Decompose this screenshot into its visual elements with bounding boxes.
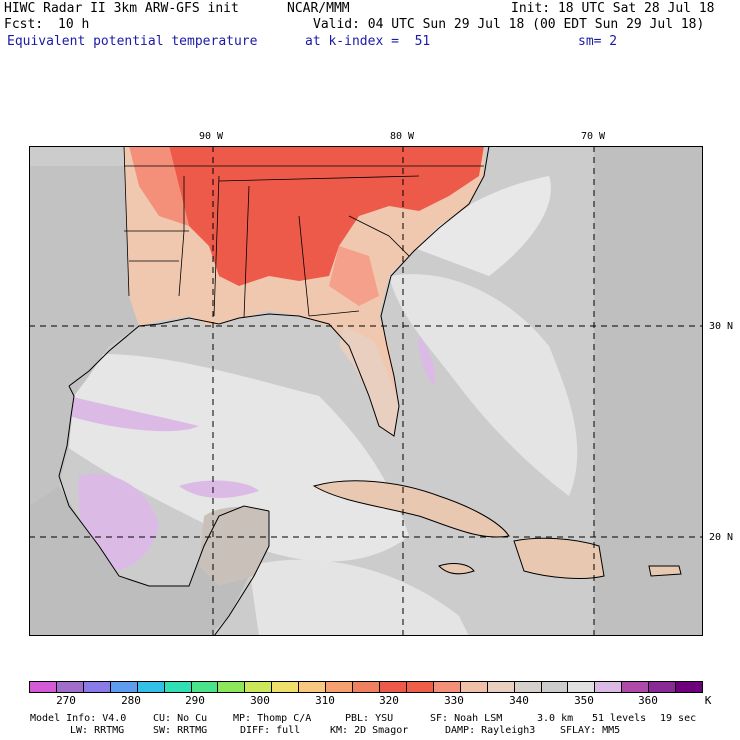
km-option: KM: 2D Smagor <box>330 725 409 736</box>
colorbar-swatch <box>568 682 596 692</box>
atlantic-east-field <box>594 146 703 636</box>
colorbar-swatch <box>487 682 515 692</box>
colorbar-swatch <box>676 682 703 692</box>
hispaniola-land <box>514 538 604 579</box>
cuba-coast <box>312 480 510 538</box>
model-info: Model Info: V4.0 <box>30 713 127 724</box>
field-name: Equivalent potential temperature <box>7 34 258 49</box>
puerto-rico-land <box>649 566 681 576</box>
map-panel <box>29 146 703 636</box>
map-frame <box>29 146 703 636</box>
colorbar <box>29 681 703 693</box>
colorbar-swatch <box>272 682 300 692</box>
damping-option: DAMP: Rayleigh3 <box>445 725 536 736</box>
gulf-atlantic-coast <box>68 146 490 437</box>
timestep: 19 sec <box>660 713 697 724</box>
colorbar-swatch <box>56 682 84 692</box>
state-borders <box>123 146 484 319</box>
high-theta-e-region <box>169 146 484 286</box>
lavender-patch <box>69 396 199 432</box>
colorbar-tick-label: 350 <box>574 694 594 707</box>
lat-lon-grid <box>29 146 703 636</box>
vertical-levels: 51 levels <box>592 713 647 724</box>
colorbar-tick-label: K <box>704 694 712 707</box>
colorbar-swatch <box>433 682 461 692</box>
lon-label-90w: 90 W <box>199 131 224 142</box>
microphysics-scheme: MP: Thomp C/A <box>233 713 312 724</box>
colorbar-swatch <box>514 682 542 692</box>
colorbar-swatch <box>326 682 354 692</box>
valid-time: Valid: 04 UTC Sun 29 Jul 18 (00 EDT Sun … <box>313 17 705 32</box>
gulf-light-band <box>39 354 409 562</box>
colorbar-swatch <box>379 682 407 692</box>
lavender-patch-2 <box>179 480 259 498</box>
colorbar-tick-label: 330 <box>444 694 464 707</box>
hispaniola-coast <box>513 537 605 579</box>
colorbar-swatch <box>541 682 569 692</box>
pbl-scheme: PBL: YSU <box>345 713 394 724</box>
colorbar-swatch <box>30 682 57 692</box>
colorbar-tick-label: 320 <box>379 694 399 707</box>
colorbar-swatch <box>83 682 111 692</box>
lavender-patch-3 <box>418 336 436 386</box>
model-title: HIWC Radar II 3km ARW-GFS init <box>4 1 239 16</box>
cuba-land <box>314 480 509 537</box>
smoothing-label: sm= 2 <box>578 34 618 49</box>
florida-land <box>339 326 399 436</box>
colorbar-swatch <box>649 682 677 692</box>
colorbar-swatch <box>164 682 192 692</box>
colorbar-swatch <box>191 682 219 692</box>
coastlines <box>58 146 682 636</box>
colorbar-tick-label: 340 <box>509 694 529 707</box>
colorbar-swatch <box>595 682 623 692</box>
colorbar-tick-label: 290 <box>185 694 205 707</box>
atlantic-light-band-north <box>409 176 551 276</box>
colorbar-swatch <box>406 682 434 692</box>
colorbar-swatch <box>460 682 488 692</box>
colorbar-swatch <box>110 682 138 692</box>
colorbar-tick-label: 280 <box>121 694 141 707</box>
lon-label-70w: 70 W <box>581 131 606 142</box>
forecast-label: Fcst: <box>4 17 44 32</box>
colorbar-swatch <box>622 682 650 692</box>
institution-label: NCAR/MMM <box>287 1 350 16</box>
jamaica-land <box>439 563 474 574</box>
init-time: Init: 18 UTC Sat 28 Jul 18 <box>511 1 715 16</box>
colorbar-tick-label: 270 <box>56 694 76 707</box>
surface-scheme: SF: Noah LSM <box>430 713 503 724</box>
grid-spacing: 3.0 km <box>537 713 574 724</box>
colorbar-tick-label: 360 <box>638 694 658 707</box>
colorbar-swatch <box>137 682 165 692</box>
forecast-hour: 10 h <box>58 17 90 32</box>
shortwave-scheme: SW: RRTMG <box>153 725 208 736</box>
jamaica-coast <box>438 563 475 575</box>
colorbar-swatch <box>245 682 273 692</box>
colorbar-swatch <box>353 682 380 692</box>
atlantic-light-band <box>389 274 578 496</box>
colorbar-swatch <box>299 682 327 692</box>
level-label: at k-index = 51 <box>305 34 431 49</box>
theta-e-map <box>29 146 703 636</box>
surface-layer-option: SFLAY: MM5 <box>560 725 621 736</box>
lon-label-80w: 80 W <box>390 131 415 142</box>
lat-label-30n: 30 N <box>709 321 734 332</box>
mexico-land <box>29 486 269 636</box>
caribbean-light-band <box>249 559 469 636</box>
gulf-coast-west <box>58 385 270 587</box>
cumulus-scheme: CU: No Cu <box>153 713 208 724</box>
georgia-salmon <box>329 246 379 306</box>
texas-land <box>29 166 139 506</box>
colorbar-tick-label: 310 <box>315 694 335 707</box>
central-america-coast <box>213 511 270 636</box>
longwave-scheme: LW: RRTMG <box>70 725 125 736</box>
puerto-rico-coast <box>648 565 682 577</box>
colorbar-swatch <box>218 682 246 692</box>
colorbar-tick-label: 300 <box>250 694 270 707</box>
yucatan-land <box>199 506 269 586</box>
lat-label-20n: 20 N <box>709 532 734 543</box>
diffusion-option: DIFF: full <box>240 725 301 736</box>
